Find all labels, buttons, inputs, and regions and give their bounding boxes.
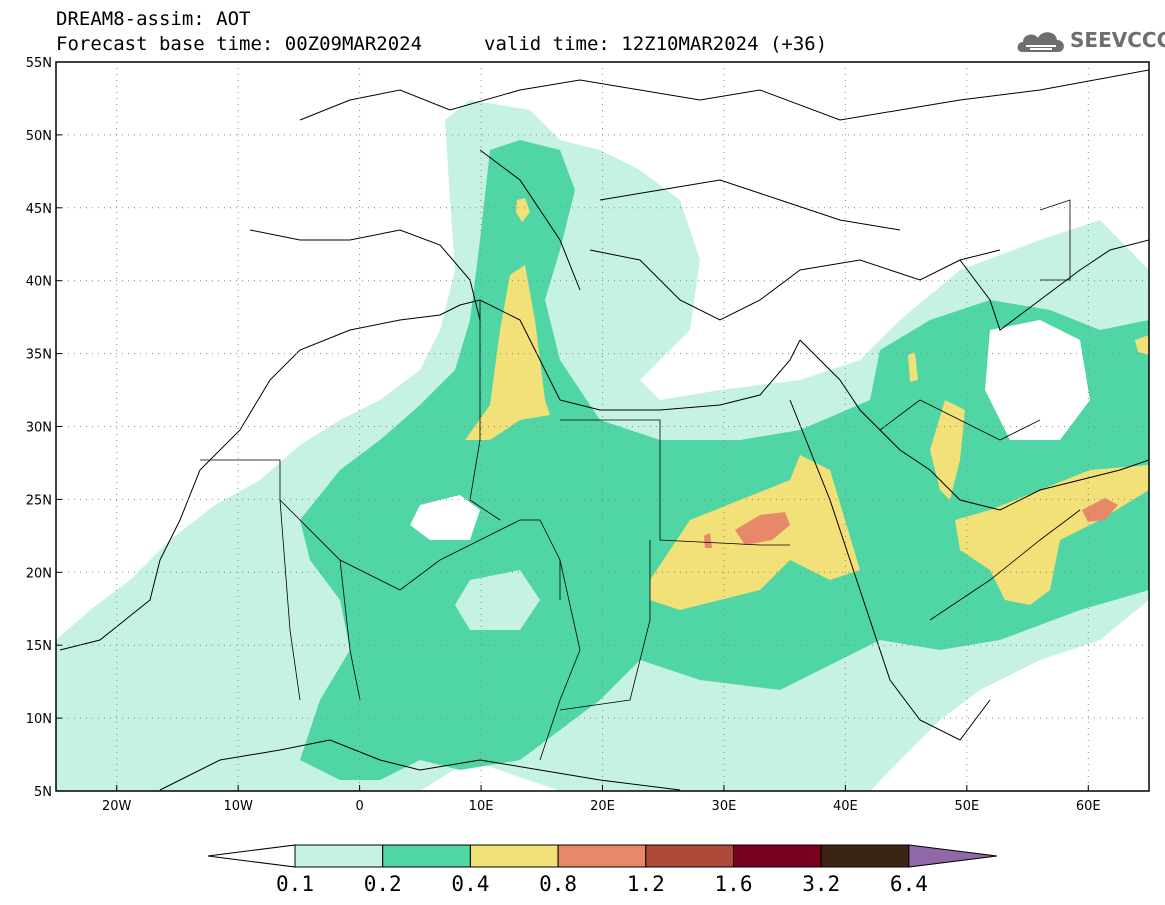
y-tick-label: 35N (26, 348, 52, 363)
y-tick-label: 40N (26, 275, 52, 290)
valid-time: valid time: 12Z10MAR2024 (+36) (484, 33, 828, 55)
seevccc-logo: SEEVCCC (1016, 24, 1165, 58)
colorbar-box (645, 844, 734, 868)
colorbar-box (382, 844, 471, 868)
colorbar: 0.1 0.2 0.4 0.8 1.2 1.6 3.2 6.4 (207, 844, 997, 896)
y-tick-label: 20N (26, 566, 52, 581)
colorbar-label: 0.4 (451, 872, 489, 896)
y-tick-label: 30N (26, 421, 52, 436)
forecast-base-time: Forecast base time: 00Z09MAR2024 (56, 33, 423, 55)
y-tick-label: 50N (26, 129, 52, 144)
aot-field (56, 100, 1149, 791)
x-tick-label: 50E (954, 799, 979, 814)
x-tick-label: 0 (355, 799, 363, 814)
x-tick-label: 10E (469, 799, 494, 814)
colorbar-label: 0.8 (539, 872, 577, 896)
y-tick-label: 10N (26, 712, 52, 727)
country-borders (200, 199, 1081, 761)
x-tick-label: 20W (102, 799, 132, 814)
cloud-icon (1017, 32, 1064, 52)
x-tick-label: 30E (712, 799, 737, 814)
colorbar-box (557, 844, 647, 868)
colorbar-label: 6.4 (890, 872, 928, 896)
colorbar-label: 1.2 (627, 872, 665, 896)
colorbar-min-arrow (207, 844, 296, 868)
colorbar-max-arrow (908, 844, 997, 868)
y-tick-label: 5N (34, 785, 52, 800)
x-tick-label: 60E (1076, 799, 1101, 814)
logo-text: SEEVCCC (1070, 28, 1165, 52)
colorbar-label: 0.1 (276, 872, 314, 896)
y-tick-label: 45N (26, 202, 52, 217)
colorbar-box (820, 844, 910, 868)
graticule (56, 62, 1149, 791)
aot-band-0.4 (465, 265, 550, 440)
colorbar-label: 1.6 (715, 872, 753, 896)
colorbar-label: 0.2 (364, 872, 402, 896)
chart-title: DREAM8-assim: AOT (56, 8, 251, 30)
x-tick-label: 40E (833, 799, 858, 814)
aot-band-0.8 (735, 512, 790, 545)
y-axis-ticks: 55N 50N 45N 40N 35N 30N 25N 20N 15N 10N 5N (26, 56, 62, 800)
colorbar-box (469, 844, 559, 868)
colorbar-box (294, 844, 384, 868)
y-tick-label: 55N (26, 56, 52, 71)
colorbar-label: 3.2 (802, 872, 840, 896)
x-tick-label: 10W (223, 799, 253, 814)
coastlines (59, 69, 1149, 791)
x-tick-label: 20E (590, 799, 615, 814)
y-tick-label: 15N (26, 639, 52, 654)
y-tick-label: 25N (26, 493, 52, 508)
x-axis-ticks: 20W 10W 0 10E 20E 30E 40E 50E 60E (102, 785, 1101, 814)
colorbar-box (733, 844, 822, 868)
